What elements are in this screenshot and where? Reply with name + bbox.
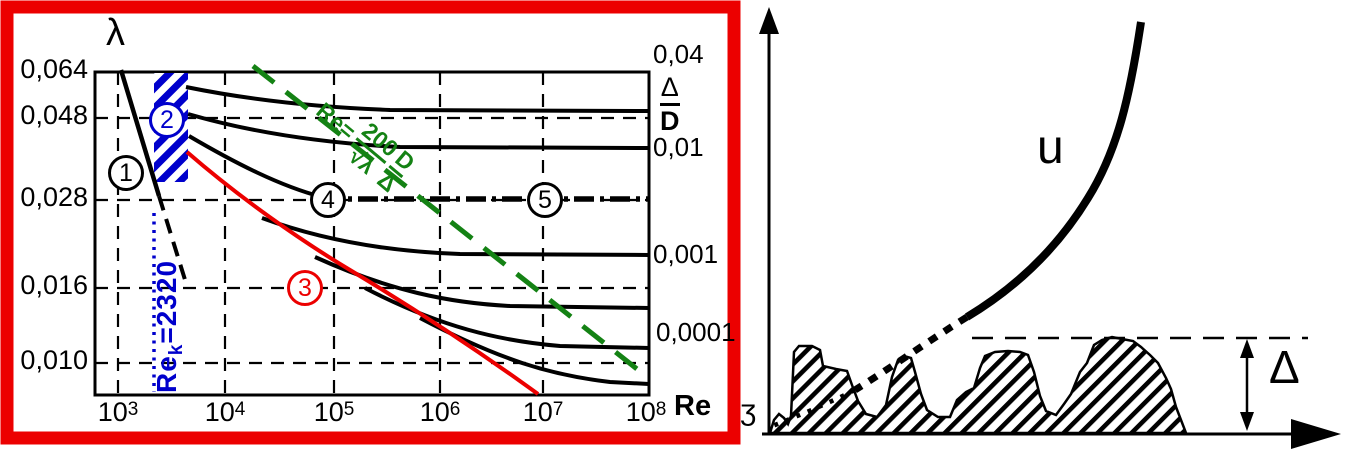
y-tick-0016: 0,016 [20, 270, 88, 300]
critical-re-annotation: Rek=2320 [151, 259, 187, 393]
right-axis-0001: 0,001 [653, 239, 719, 269]
y-tick-0010: 0,010 [20, 345, 88, 375]
laminar-line-dashed-extension [157, 195, 188, 284]
zone-marker-5: 5 [527, 182, 563, 218]
laminar-line [118, 69, 162, 197]
x-tick-exp: 6 [449, 399, 461, 420]
right-axis-title-delta-over-d: Δ D [660, 74, 680, 135]
red-frame [0, 0, 741, 445]
right-axis-001: 0,01 [653, 132, 704, 162]
right-axis-004: 0,04 [653, 39, 704, 69]
critical-re-subscript: k [166, 343, 187, 356]
x-tick-base: 10 [204, 397, 235, 427]
y-axis-title: λ [106, 12, 125, 54]
sketch-x-axis-arrowhead [1291, 419, 1341, 449]
x-tick-exp: 7 [552, 399, 564, 420]
delta-arrow-up-head [1240, 339, 1254, 358]
rough-wall-profile [768, 335, 1188, 435]
x-tick-base: 10 [625, 397, 656, 427]
x-tick-1e8: 108 [626, 399, 667, 426]
y-tick-0028: 0,028 [20, 182, 88, 212]
x-axis-title: Re [674, 390, 712, 422]
right-axis-00001: 0,0001 [656, 317, 736, 347]
roughness-height-label: Δ [1269, 341, 1300, 393]
rough-curve-0.001 [261, 216, 650, 257]
y-tick-0064: 0,064 [20, 54, 88, 84]
rough-curve-0.0001 [364, 286, 650, 350]
velocity-profile-solid [964, 21, 1145, 321]
x-tick-1e4: 104 [205, 399, 246, 426]
velocity-label: u [1037, 121, 1064, 174]
x-tick-base: 10 [522, 397, 553, 427]
vertical-gridlines [116, 72, 545, 395]
x-tick-1e3: 103 [98, 399, 139, 426]
x-tick-base: 10 [419, 397, 450, 427]
x-tick-1e5: 105 [314, 399, 355, 426]
critical-re-text: Re [151, 355, 182, 393]
smooth-pipe-curve [185, 150, 540, 396]
rough-curve-0.04 [185, 85, 650, 113]
zone-marker-4: 4 [310, 182, 346, 218]
x-tick-exp: 8 [655, 399, 667, 420]
x-tick-base: 10 [97, 397, 128, 427]
plot-frame [93, 70, 651, 397]
rough-curve-0.004-lead [187, 134, 323, 199]
x-tick-exp: 5 [343, 399, 355, 420]
delta-arrow-down-head [1240, 412, 1254, 431]
edge-glyph: ʒ [740, 394, 757, 427]
zone-marker-2: 2 [149, 102, 185, 138]
fraction-bar [660, 103, 680, 106]
x-tick-exp: 3 [127, 399, 139, 420]
x-tick-1e7: 107 [523, 399, 564, 426]
d-denominator: D [660, 106, 680, 136]
zone-marker-1: 1 [108, 155, 144, 191]
velocity-profile-dotted-tail [769, 387, 857, 430]
critical-re-value: =2320 [151, 259, 182, 344]
x-tick-1e6: 106 [420, 399, 461, 426]
fully-rough-boundary-line [251, 64, 644, 375]
y-tick-0048: 0,048 [20, 100, 88, 130]
rough-curve-0.01 [187, 112, 650, 150]
sketch-y-axis-arrowhead [759, 7, 779, 34]
x-tick-base: 10 [313, 397, 344, 427]
x-tick-exp: 4 [234, 399, 246, 420]
zone-marker-3: 3 [287, 270, 323, 306]
rough-curve-0.0004 [314, 255, 650, 310]
delta-numerator: Δ [660, 72, 679, 102]
